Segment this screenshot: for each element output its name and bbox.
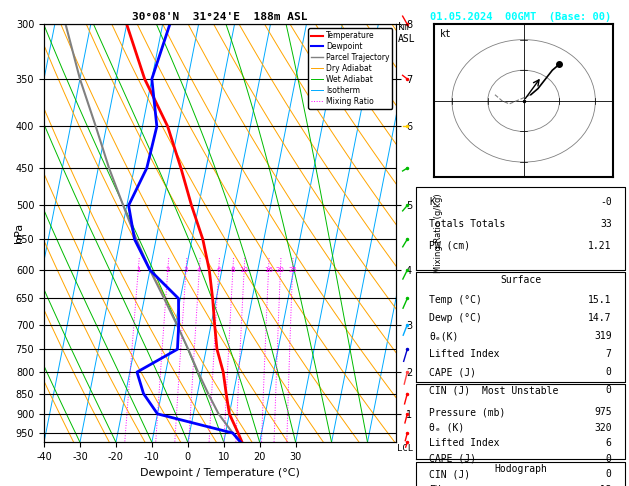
Text: -13: -13 — [594, 485, 611, 486]
Text: 4: 4 — [197, 267, 201, 273]
Text: Surface: Surface — [500, 275, 541, 285]
Text: 6: 6 — [606, 438, 611, 449]
Text: 1.21: 1.21 — [588, 241, 611, 251]
Text: CIN (J): CIN (J) — [430, 469, 470, 480]
Text: kt: kt — [440, 29, 451, 39]
Text: 319: 319 — [594, 331, 611, 342]
Text: 25: 25 — [288, 267, 297, 273]
Text: 0: 0 — [606, 454, 611, 464]
Legend: Temperature, Dewpoint, Parcel Trajectory, Dry Adiabat, Wet Adiabat, Isotherm, Mi: Temperature, Dewpoint, Parcel Trajectory… — [308, 28, 392, 109]
Text: PW (cm): PW (cm) — [430, 241, 470, 251]
Text: Totals Totals: Totals Totals — [430, 219, 506, 229]
Text: 33: 33 — [600, 219, 611, 229]
Text: 01.05.2024  00GMT  (Base: 00): 01.05.2024 00GMT (Base: 00) — [430, 12, 611, 22]
Text: θₑ(K): θₑ(K) — [430, 331, 459, 342]
Text: 15.1: 15.1 — [588, 295, 611, 306]
Text: hPa: hPa — [14, 223, 25, 243]
Title: 30°08'N  31°24'E  188m ASL: 30°08'N 31°24'E 188m ASL — [132, 12, 308, 22]
Text: 6: 6 — [216, 267, 221, 273]
Text: 2: 2 — [165, 267, 170, 273]
Text: Temp (°C): Temp (°C) — [430, 295, 482, 306]
Text: Dewp (°C): Dewp (°C) — [430, 313, 482, 324]
Text: Mixing Ratio (g/kg): Mixing Ratio (g/kg) — [434, 193, 443, 273]
Text: CAPE (J): CAPE (J) — [430, 367, 476, 378]
Text: Most Unstable: Most Unstable — [482, 386, 559, 397]
Text: 0: 0 — [606, 469, 611, 480]
Text: EH: EH — [430, 485, 441, 486]
Text: ASL: ASL — [398, 34, 415, 44]
Text: -0: -0 — [600, 197, 611, 207]
Text: Hodograph: Hodograph — [494, 464, 547, 474]
Text: Lifted Index: Lifted Index — [430, 349, 500, 360]
Text: 975: 975 — [594, 407, 611, 417]
X-axis label: Dewpoint / Temperature (°C): Dewpoint / Temperature (°C) — [140, 468, 300, 478]
Text: 10: 10 — [240, 267, 248, 273]
Text: K: K — [430, 197, 435, 207]
Text: 3: 3 — [184, 267, 188, 273]
Text: 20: 20 — [276, 267, 285, 273]
Text: 320: 320 — [594, 423, 611, 433]
Text: CIN (J): CIN (J) — [430, 385, 470, 396]
Text: 14.7: 14.7 — [588, 313, 611, 324]
Text: Lifted Index: Lifted Index — [430, 438, 500, 449]
Text: 0: 0 — [606, 367, 611, 378]
Text: 0: 0 — [606, 385, 611, 396]
Text: LCL: LCL — [397, 444, 413, 453]
Text: 16: 16 — [264, 267, 273, 273]
Text: 1: 1 — [136, 267, 140, 273]
Text: 8: 8 — [231, 267, 235, 273]
Text: 7: 7 — [606, 349, 611, 360]
Text: CAPE (J): CAPE (J) — [430, 454, 476, 464]
Text: Pressure (mb): Pressure (mb) — [430, 407, 506, 417]
Text: θₑ (K): θₑ (K) — [430, 423, 465, 433]
Text: km: km — [398, 22, 409, 32]
